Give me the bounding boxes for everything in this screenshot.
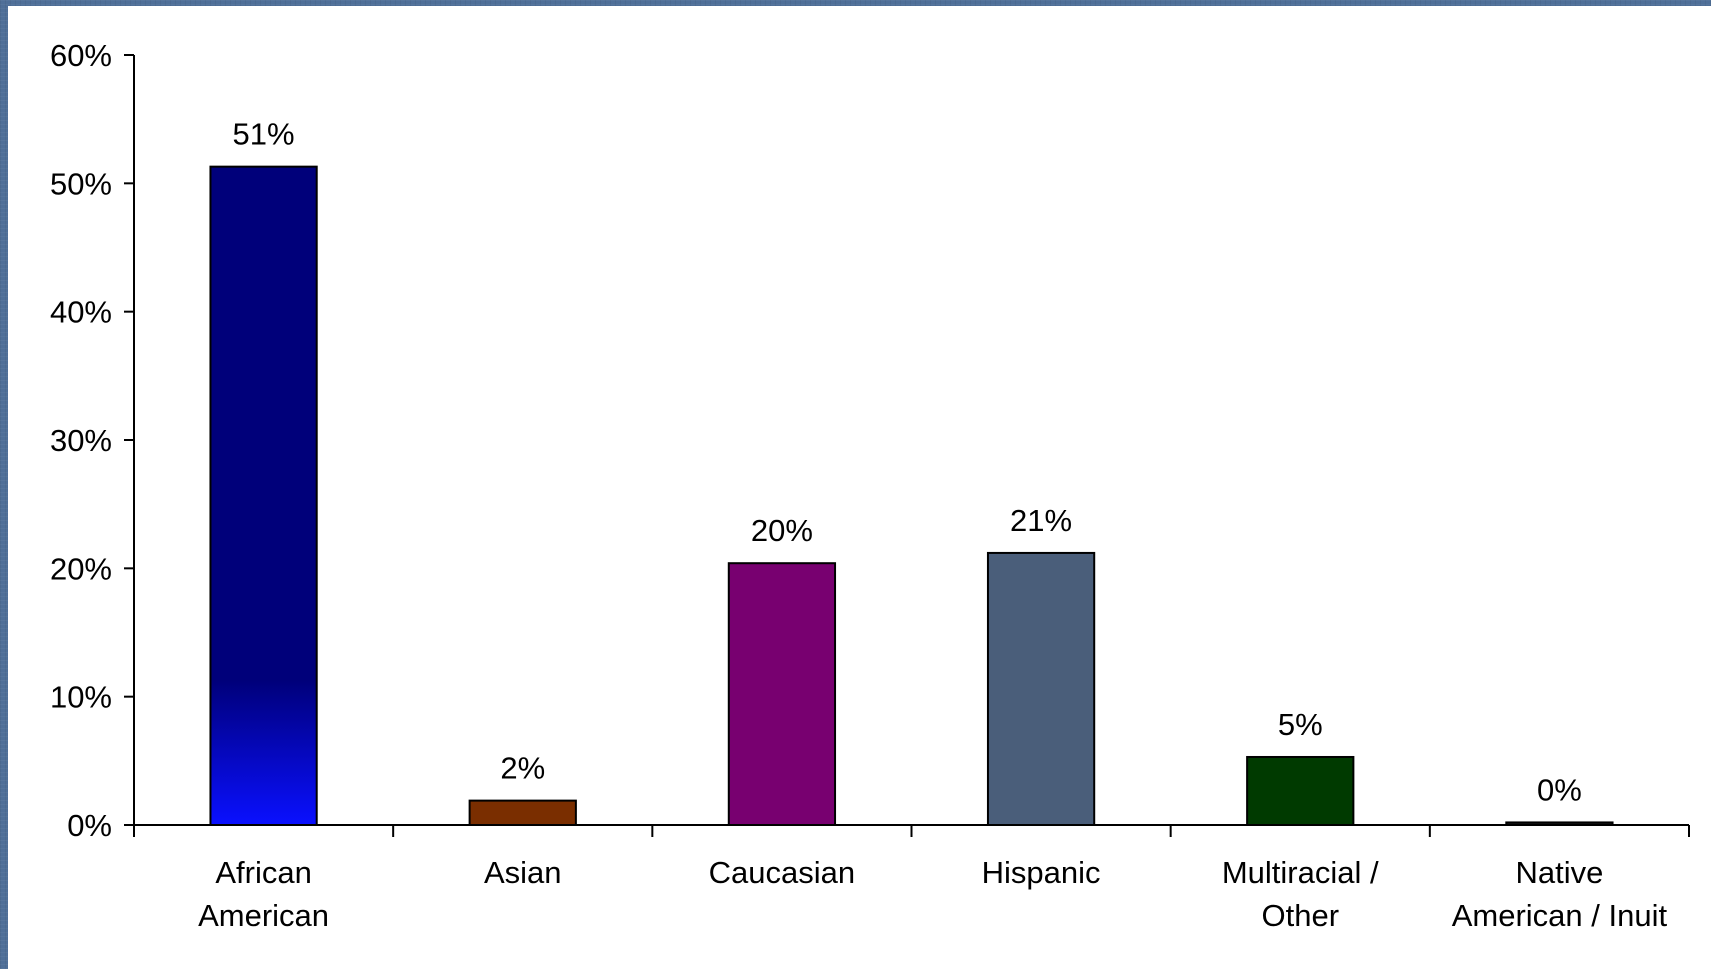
data-label: 21% bbox=[1010, 503, 1072, 538]
category-label: African American bbox=[198, 855, 329, 933]
bar bbox=[209, 165, 318, 826]
y-tick-label: 50% bbox=[50, 166, 112, 201]
bar bbox=[468, 799, 577, 826]
category-label: Caucasian bbox=[709, 855, 855, 890]
bar bbox=[1246, 755, 1355, 827]
bar bbox=[1505, 821, 1614, 827]
labels: 0% 10% 20% 30% 40% 50% 60% 51% African American 2%… bbox=[50, 38, 1668, 933]
data-label: 20% bbox=[751, 513, 813, 548]
y-tick-label: 10% bbox=[50, 680, 112, 715]
category-label: Multiracial / Other bbox=[1222, 855, 1379, 933]
y-tick-label: 60% bbox=[50, 38, 112, 73]
category-label: Asian bbox=[484, 855, 562, 890]
data-label: 5% bbox=[1278, 707, 1323, 742]
category-label-line: Other bbox=[1261, 898, 1339, 933]
category-label-line: American / Inuit bbox=[1452, 898, 1668, 933]
data-label: 51% bbox=[233, 117, 295, 152]
y-tick-label: 0% bbox=[67, 808, 112, 843]
y-tick-label: 40% bbox=[50, 295, 112, 330]
bar bbox=[986, 551, 1096, 827]
category-label-line: Asian bbox=[484, 855, 562, 890]
category-label-line: Hispanic bbox=[982, 855, 1101, 890]
y-tick-label: 20% bbox=[50, 551, 112, 586]
category-label-line: American bbox=[198, 898, 329, 933]
category-label-line: Multiracial / bbox=[1222, 855, 1379, 890]
category-label: Native American / Inuit bbox=[1452, 855, 1668, 933]
category-label-line: Caucasian bbox=[709, 855, 855, 890]
bars bbox=[209, 165, 1614, 827]
bar-chart: 0% 10% 20% 30% 40% 50% 60% 51% African American 2%… bbox=[50, 38, 1690, 933]
chart-frame: 0% 10% 20% 30% 40% 50% 60% 51% African American 2%… bbox=[8, 6, 1711, 969]
category-label-line: African bbox=[215, 855, 311, 890]
category-label: Hispanic bbox=[982, 855, 1101, 890]
axes bbox=[124, 54, 1690, 837]
bar bbox=[727, 562, 837, 826]
y-tick-label: 30% bbox=[50, 423, 112, 458]
data-label: 2% bbox=[500, 751, 545, 786]
data-label: 0% bbox=[1537, 772, 1582, 807]
category-label-line: Native bbox=[1515, 855, 1603, 890]
